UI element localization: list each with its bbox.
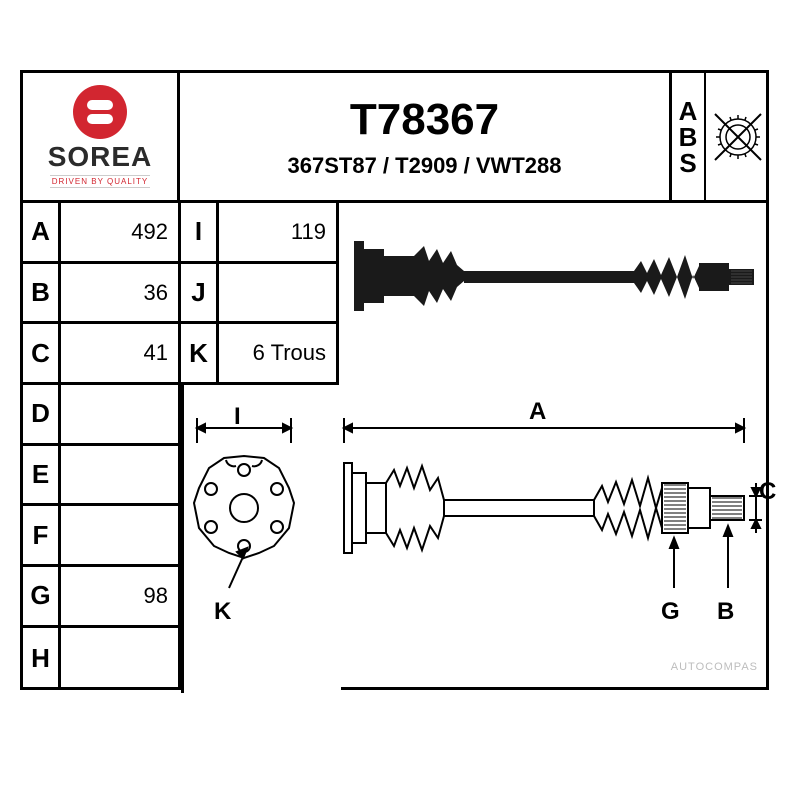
spec-value: 98 — [61, 567, 181, 625]
brand-logo-cell: SOREA DRIVEN BY QUALITY — [23, 73, 180, 203]
spec-value: 6 Trous — [219, 324, 339, 382]
spec-value — [61, 506, 181, 564]
watermark: AUTOCOMPAS — [671, 661, 758, 673]
spec-label: F — [23, 506, 61, 564]
spec-value: 119 — [219, 203, 339, 261]
part-number: T78367 — [350, 95, 499, 145]
brand-tagline: DRIVEN BY QUALITY — [50, 175, 150, 188]
dim-label-g: G — [661, 598, 680, 626]
spec-sheet: SOREA DRIVEN BY QUALITY T78367 367ST87 /… — [20, 70, 769, 690]
alt-part-numbers: 367ST87 / T2909 / VWT288 — [288, 153, 562, 179]
diagram-area: I A C K G B AUTOCOMPAS — [339, 203, 766, 687]
spec-label: D — [23, 385, 61, 443]
dim-label-b: B — [717, 598, 734, 626]
spec-value: 41 — [61, 324, 181, 382]
abs-cell: ABS — [672, 73, 769, 203]
spec-label: G — [23, 567, 61, 625]
spec-label: C — [23, 324, 61, 382]
spec-value — [61, 628, 181, 689]
dim-label-c: C — [759, 478, 776, 506]
spec-label: H — [23, 628, 61, 689]
spec-label: J — [181, 264, 219, 322]
spec-row-a: A 492 I 119 — [23, 203, 339, 264]
drive-shaft-photo-icon — [349, 221, 759, 331]
dim-label-a: A — [529, 398, 546, 426]
spec-label: B — [23, 264, 61, 322]
spec-value: 492 — [61, 203, 181, 261]
abs-gear-icon — [706, 73, 769, 200]
spec-row-c: C 41 K 6 Trous — [23, 324, 339, 385]
spec-label: A — [23, 203, 61, 261]
brand-logo-icon — [73, 85, 127, 139]
spec-label: I — [181, 203, 219, 261]
spec-value — [219, 264, 339, 322]
spec-value — [61, 385, 181, 443]
dim-label-k: K — [214, 598, 231, 626]
spec-value: 36 — [61, 264, 181, 322]
dim-label-i: I — [234, 403, 241, 431]
spec-value — [61, 446, 181, 504]
drive-shaft-drawing-icon — [189, 388, 769, 688]
spec-label: E — [23, 446, 61, 504]
spec-row-b: B 36 J — [23, 264, 339, 325]
brand-name: SOREA — [48, 141, 153, 173]
spec-label: K — [181, 324, 219, 382]
title-cell: T78367 367ST87 / T2909 / VWT288 — [180, 73, 672, 203]
abs-label: ABS — [672, 73, 706, 200]
